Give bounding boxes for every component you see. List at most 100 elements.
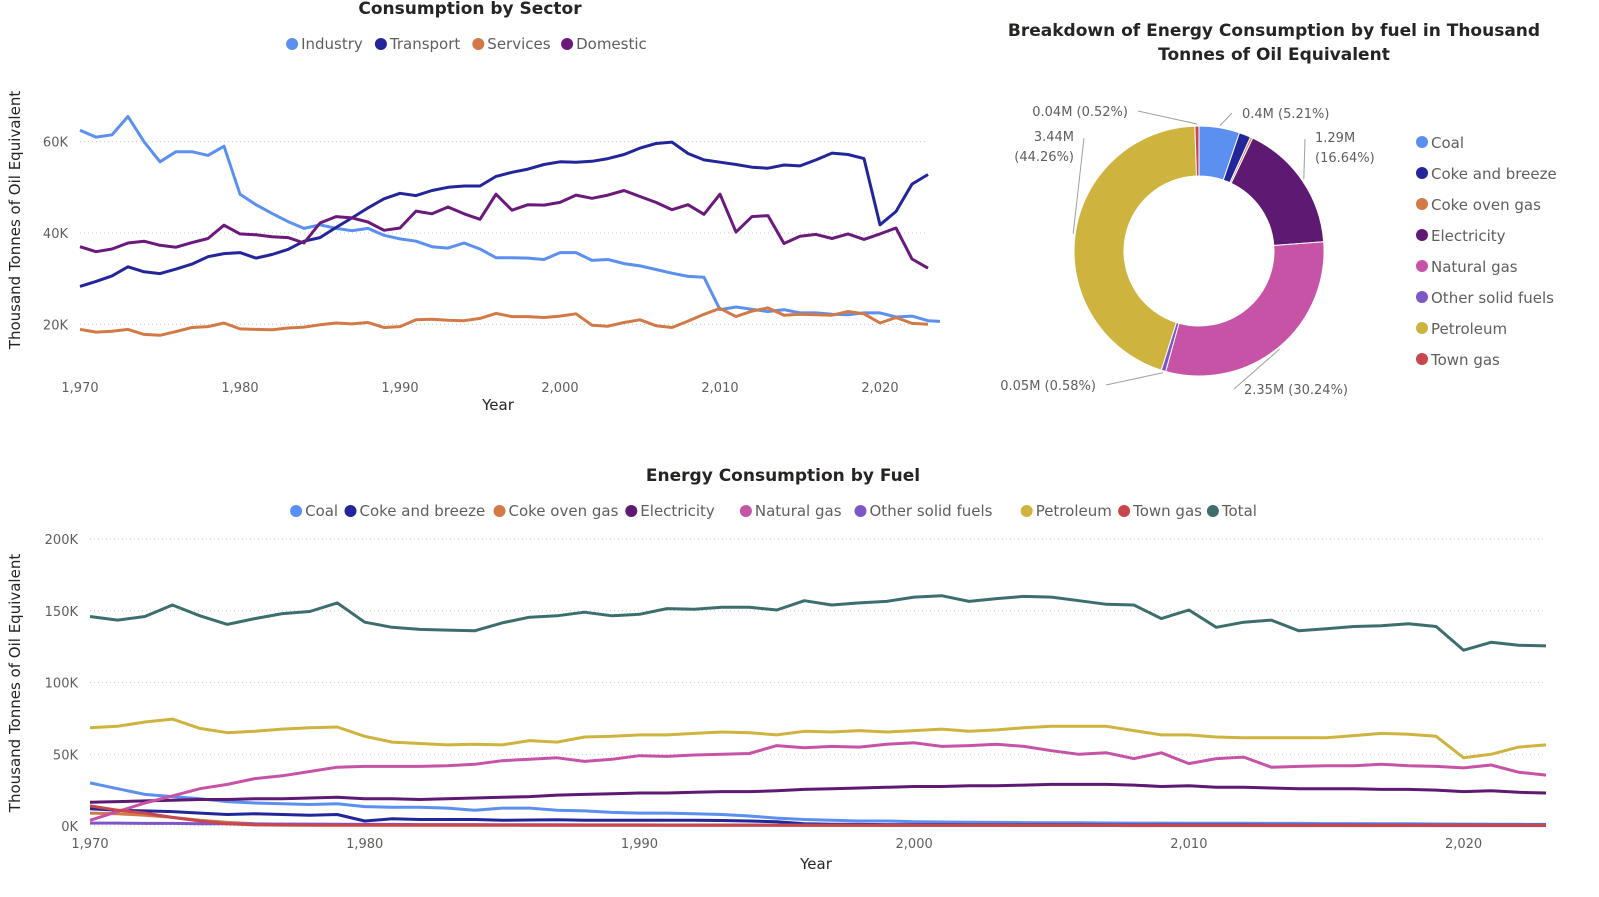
legend-item-coal: Coal [290,502,338,520]
x-tick-label: 2,010 [701,381,738,396]
legend-label: Other solid fuels [870,502,993,520]
sector-y-axis: 20K 40K 60K [43,136,69,334]
series-line-town-gas [89,804,1546,827]
legend-label: Coal [1431,134,1464,152]
legend-label: Coke oven gas [1431,196,1541,214]
leader-line [1303,138,1306,180]
donut-title-line2: Tonnes of Oil Equivalent [1158,45,1390,65]
y-tick-label: 200K [45,533,79,548]
donut-legend-item-coal: Coal [1416,134,1464,152]
donut-slices [1073,125,1325,377]
donut-label-town-gas: 0.04M (0.52%) [1032,105,1128,120]
x-tick-label: 1,990 [381,381,418,396]
y-tick-label: 40K [43,227,69,242]
leader-line [1137,110,1198,125]
legend-item-industry: Industry [286,35,363,53]
legend-item-petroleum: Petroleum [1020,502,1112,520]
donut-legend-item-coke-and-breeze: Coke and breeze [1416,165,1557,183]
legend-item-total: Total [1206,502,1257,520]
x-tick-label: 2,010 [1170,837,1207,852]
legend-label: Electricity [1431,227,1506,245]
legend-item-coke-oven-gas: Coke oven gas [493,502,619,520]
legend-item-other-solid-fuels: Other solid fuels [854,502,993,520]
legend-marker [493,505,506,517]
donut-legend-item-coke-oven-gas: Coke oven gas [1416,196,1541,214]
legend-label: Coke and breeze [360,502,486,520]
x-tick-label: 2,020 [1445,837,1482,852]
legend-marker [344,505,357,517]
legend-marker [472,38,485,50]
donut-slice-petroleum [1073,125,1198,371]
sector-chart-title: Consumption by Sector [358,0,582,19]
legend-marker [1416,260,1428,272]
legend-marker [1206,505,1219,517]
legend-item-electricity: Electricity [625,502,715,520]
legend-marker [854,505,867,517]
fuel-donut-chart: Breakdown of Energy Consumption by fuel … [1000,21,1557,398]
donut-title-line1: Breakdown of Energy Consumption by fuel … [1008,21,1540,41]
leader-line [1105,372,1163,386]
series-line-services [79,306,929,337]
legend-marker [1416,167,1428,179]
legend-marker [1416,229,1428,241]
legend-marker [1416,353,1428,365]
fuel-y-axis: 0K 50K 100K 150K 200K [45,533,79,835]
legend-label: Other solid fuels [1431,289,1554,307]
x-tick-label: 1,990 [621,837,658,852]
series-line-total [89,594,1547,652]
donut-slice-electricity [1230,137,1325,247]
fuel-line-chart: Energy Consumption by Fuel Coal Coke and … [6,466,1547,873]
legend-label: Town gas [1430,351,1500,369]
legend-marker [1118,505,1131,517]
donut-label-other-solid-fuels: 0.05M (0.58%) [1000,379,1096,394]
donut-slice-town-gas [1194,125,1200,177]
donut-label-electricity-pct: (16.64%) [1315,151,1375,166]
legend-label: Coal [305,502,338,520]
sector-gridlines [80,141,928,325]
fuel-gridlines [90,538,1546,827]
donut-legend-item-other-solid-fuels: Other solid fuels [1416,289,1554,307]
series-line-domestic [79,189,929,270]
leader-line [1233,348,1280,390]
legend-item-transport: Transport [374,35,460,53]
fuel-chart-title: Energy Consumption by Fuel [646,466,920,486]
y-tick-label: 100K [45,677,79,692]
y-tick-label: 20K [43,318,69,333]
legend-marker [1416,322,1428,334]
donut-label-coal: 0.4M (5.21%) [1242,107,1329,122]
sector-legend: Industry Transport Services Domestic [286,35,647,53]
donut-label-natural-gas: 2.35M (30.24%) [1244,383,1348,398]
legend-item-town-gas: Town gas [1118,502,1202,520]
x-tick-label: 2,000 [541,381,578,396]
donut-legend-item-natural-gas: Natural gas [1416,258,1518,276]
series-line-industry [79,115,945,324]
y-tick-label: 50K [53,748,79,763]
donut-slice-natural-gas [1165,241,1325,377]
legend-label: Electricity [640,502,715,520]
legend-label: Petroleum [1036,502,1112,520]
sector-x-axis: 1,970 1,980 1,990 2,000 2,010 2,020 [61,381,898,396]
x-tick-label: 2,020 [861,381,898,396]
legend-label: Industry [301,35,363,53]
legend-label: Total [1221,502,1257,520]
x-tick-label: 1,980 [221,381,258,396]
legend-item-natural-gas: Natural gas [739,502,842,520]
leader-line [1219,112,1233,127]
legend-marker [374,38,387,50]
sector-x-axis-title: Year [481,396,515,414]
donut-label-petroleum-pct: (44.26%) [1014,150,1074,165]
series-line-transport [79,140,929,288]
sector-chart-panel: Consumption by Sector Industry Transport S… [0,0,945,430]
legend-label: Domestic [576,35,647,53]
legend-marker [739,505,752,517]
legend-item-coke-and-breeze: Coke and breeze [344,502,486,520]
legend-marker [561,38,574,50]
sector-line-chart: Consumption by Sector Industry Transport S… [6,0,945,414]
leader-line [1072,137,1085,234]
series-line-coal [89,781,1547,826]
sector-series-lines [79,115,945,337]
fuel-series-lines [89,594,1547,828]
legend-marker [1416,198,1428,210]
donut-legend-item-electricity: Electricity [1416,227,1506,245]
series-line-petroleum [89,717,1547,760]
